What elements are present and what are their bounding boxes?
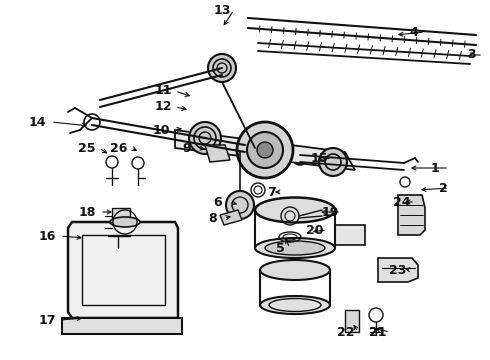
Circle shape — [226, 191, 254, 219]
Ellipse shape — [255, 198, 335, 222]
Text: 14: 14 — [28, 116, 46, 129]
Text: 6: 6 — [214, 195, 222, 208]
Bar — [345, 310, 359, 332]
Text: 13: 13 — [213, 4, 231, 17]
Text: 24: 24 — [393, 195, 411, 208]
Text: 19: 19 — [321, 206, 339, 219]
Text: 2: 2 — [439, 181, 447, 194]
Polygon shape — [205, 145, 230, 162]
Polygon shape — [68, 222, 178, 318]
Bar — [112, 208, 130, 236]
Text: 11: 11 — [154, 85, 172, 98]
Circle shape — [189, 122, 221, 154]
Text: 25: 25 — [78, 141, 96, 154]
Text: 20: 20 — [306, 224, 324, 237]
Bar — [62, 318, 182, 334]
Ellipse shape — [260, 296, 330, 314]
Circle shape — [237, 122, 293, 178]
Circle shape — [194, 127, 216, 149]
Text: 18: 18 — [78, 206, 96, 219]
Polygon shape — [378, 258, 418, 282]
Text: 16: 16 — [38, 230, 56, 243]
Circle shape — [213, 59, 231, 77]
Text: 9: 9 — [183, 141, 191, 154]
Circle shape — [247, 132, 283, 168]
Text: 4: 4 — [410, 26, 418, 39]
Ellipse shape — [260, 260, 330, 280]
Text: 3: 3 — [466, 49, 475, 62]
Text: 17: 17 — [38, 314, 56, 327]
Circle shape — [319, 148, 347, 176]
Bar — [335, 225, 365, 245]
Circle shape — [208, 54, 236, 82]
Text: 26: 26 — [110, 141, 128, 154]
Text: 22: 22 — [337, 325, 355, 338]
Polygon shape — [220, 210, 242, 225]
Text: 7: 7 — [267, 185, 275, 198]
Polygon shape — [398, 195, 425, 235]
Ellipse shape — [265, 241, 325, 255]
Text: 23: 23 — [390, 264, 407, 276]
Circle shape — [217, 63, 227, 73]
Text: 1: 1 — [431, 162, 440, 175]
Ellipse shape — [255, 238, 335, 258]
Ellipse shape — [110, 217, 140, 227]
Circle shape — [325, 154, 341, 170]
Text: 12: 12 — [154, 100, 172, 113]
Circle shape — [199, 132, 211, 144]
Text: 10: 10 — [152, 123, 170, 136]
Text: 21: 21 — [369, 325, 387, 338]
Text: 5: 5 — [275, 242, 284, 255]
Circle shape — [257, 142, 273, 158]
Polygon shape — [175, 130, 355, 170]
Text: 8: 8 — [209, 211, 217, 225]
Text: 15: 15 — [310, 152, 328, 165]
